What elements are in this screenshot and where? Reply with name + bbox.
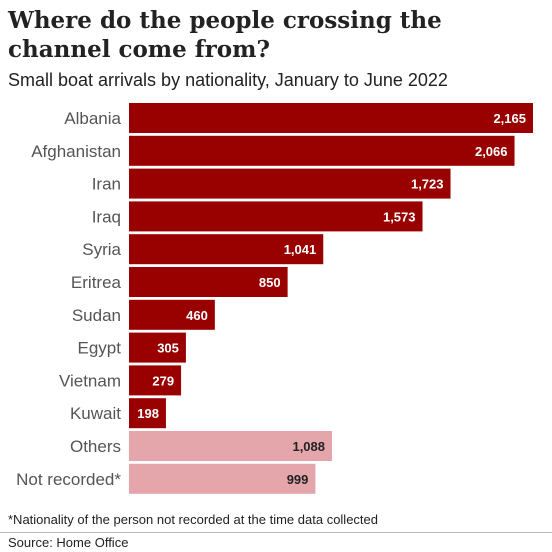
bar bbox=[129, 168, 451, 199]
bar bbox=[129, 267, 288, 297]
category-label: Eritrea bbox=[71, 273, 122, 292]
value-label: 305 bbox=[157, 341, 179, 356]
category-label: Others bbox=[70, 437, 121, 456]
bar bbox=[129, 332, 186, 363]
category-label: Not recorded* bbox=[16, 470, 121, 489]
value-label: 1,041 bbox=[284, 242, 317, 257]
value-label: 999 bbox=[287, 472, 309, 487]
bar bbox=[129, 135, 515, 166]
chart-title: Where do the people crossing the channel… bbox=[8, 7, 442, 63]
source-credit: Source: Home Office bbox=[8, 535, 129, 550]
category-label: Kuwait bbox=[70, 404, 121, 423]
category-label: Sudan bbox=[72, 306, 121, 325]
value-label: 279 bbox=[152, 373, 174, 388]
category-label: Afghanistan bbox=[31, 142, 121, 161]
bar bbox=[129, 234, 324, 265]
value-label: 2,165 bbox=[493, 111, 526, 126]
bar bbox=[129, 463, 316, 494]
bar bbox=[129, 365, 182, 396]
bar bbox=[129, 103, 533, 133]
bar-chart: Albania 2,165 Afghanistan 2,066 Iran 1,723 Ira… bbox=[16, 103, 533, 494]
bar bbox=[129, 299, 215, 330]
chart-subtitle: Small boat arrivals by nationality, Janu… bbox=[8, 70, 448, 90]
category-label: Egypt bbox=[78, 339, 122, 358]
bar bbox=[129, 398, 166, 429]
value-label: 1,723 bbox=[411, 177, 444, 192]
category-label: Albania bbox=[64, 109, 121, 128]
value-label: 850 bbox=[259, 275, 281, 290]
category-label: Iran bbox=[92, 175, 121, 194]
bar bbox=[129, 431, 333, 461]
value-label: 2,066 bbox=[475, 144, 508, 159]
value-label: 1,088 bbox=[292, 439, 325, 454]
category-label: Vietnam bbox=[59, 371, 121, 390]
category-label: Iraq bbox=[92, 207, 121, 226]
divider bbox=[0, 532, 552, 533]
value-label: 460 bbox=[186, 308, 208, 323]
value-label: 1,573 bbox=[383, 209, 416, 224]
footnote: *Nationality of the person not recorded … bbox=[8, 512, 378, 527]
bar bbox=[129, 201, 423, 232]
value-label: 198 bbox=[137, 406, 159, 421]
category-label: Syria bbox=[82, 240, 121, 259]
